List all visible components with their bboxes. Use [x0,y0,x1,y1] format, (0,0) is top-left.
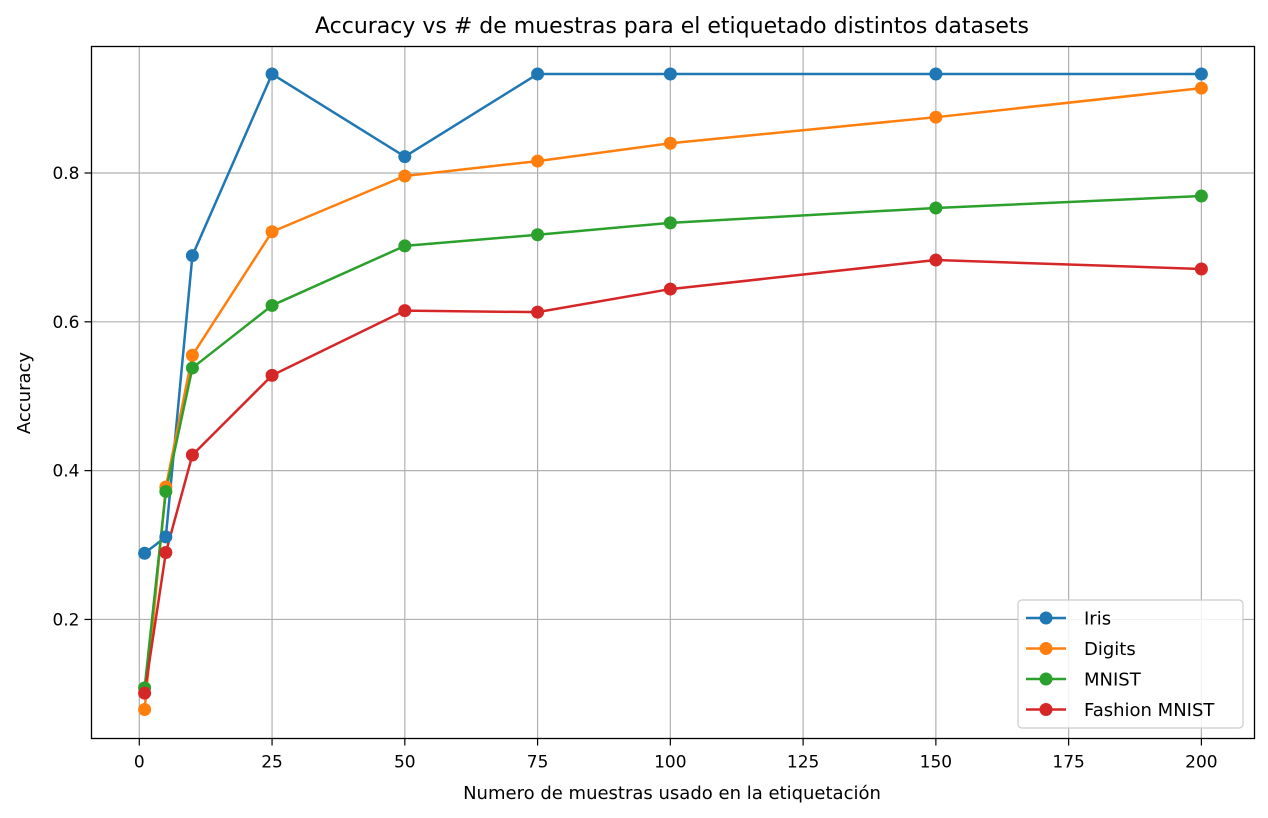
data-point-fashion-mnist [531,305,545,319]
data-point-iris [929,67,943,81]
data-point-iris [185,249,199,263]
data-point-mnist [185,361,199,375]
x-tick-label: 125 [787,753,819,773]
y-axis-ticks: 0.2 0.4 0.6 0.8 [52,164,92,630]
data-point-digits [138,702,152,716]
data-point-mnist [929,201,943,215]
chart-title: Accuracy vs # de muestras para el etique… [315,14,1029,39]
legend-item-mnist: MNIST [1026,670,1142,691]
data-point-fashion-mnist [1194,262,1208,276]
x-tick-label: 150 [920,753,952,773]
x-axis-label: Numero de muestras usado en la etiquetac… [463,783,881,804]
legend-label-digits: Digits [1084,639,1136,660]
legend-marker-mnist [1039,672,1053,686]
x-tick-label: 0 [134,753,145,773]
data-point-iris [663,67,677,81]
y-tick-label: 0.8 [52,164,79,184]
data-point-iris [1194,67,1208,81]
x-tick-label: 175 [1052,753,1084,773]
data-point-mnist [159,484,173,498]
data-point-fashion-mnist [159,545,173,559]
x-axis-ticks: 0 25 50 75 100 125 150 175 200 [134,738,1218,773]
legend-marker-digits [1039,642,1053,655]
x-tick-label: 25 [261,753,283,773]
x-tick-label: 50 [394,753,416,773]
data-point-fashion-mnist [185,448,199,462]
data-point-mnist [531,228,545,242]
legend-label-mnist: MNIST [1084,670,1142,691]
data-point-fashion-mnist [138,686,152,700]
data-point-iris [531,67,545,81]
legend-frame [1017,599,1244,729]
data-point-digits [265,225,279,239]
y-tick-label: 0.6 [52,313,79,333]
legend-marker-iris [1039,611,1053,625]
x-tick-label: 100 [654,753,686,773]
legend-label-fashion-mnist: Fashion MNIST [1084,700,1215,721]
data-point-mnist [1194,189,1208,203]
data-point-fashion-mnist [929,253,943,267]
data-point-digits [185,348,199,362]
data-point-mnist [398,239,412,253]
data-point-iris [138,546,152,560]
legend-item-iris: Iris [1026,609,1111,630]
y-tick-label: 0.2 [52,610,79,630]
data-point-digits [531,154,545,168]
data-point-digits [398,169,412,183]
y-axis-label: Accuracy [14,352,35,435]
series-points [138,67,1208,716]
data-point-digits [929,110,943,124]
legend-item-digits: Digits [1026,639,1136,660]
data-point-fashion-mnist [265,368,279,382]
legend-label-iris: Iris [1084,609,1111,630]
data-point-mnist [265,298,279,312]
data-point-iris [265,67,279,81]
data-point-iris [159,530,173,544]
data-point-mnist [663,216,677,230]
data-point-digits [1194,81,1208,95]
data-point-digits [663,136,677,150]
legend: Iris Digits MNIST Fashion MNIST [1017,599,1244,729]
x-tick-label: 75 [527,753,549,773]
x-tick-label: 200 [1185,753,1217,773]
data-point-fashion-mnist [398,304,412,318]
y-tick-label: 0.4 [52,462,79,482]
data-point-fashion-mnist [663,282,677,296]
legend-item-fashion-mnist: Fashion MNIST [1026,700,1215,721]
legend-marker-fashion-mnist [1039,703,1053,716]
data-point-iris [398,150,412,164]
plot-area-frame [90,45,1256,740]
